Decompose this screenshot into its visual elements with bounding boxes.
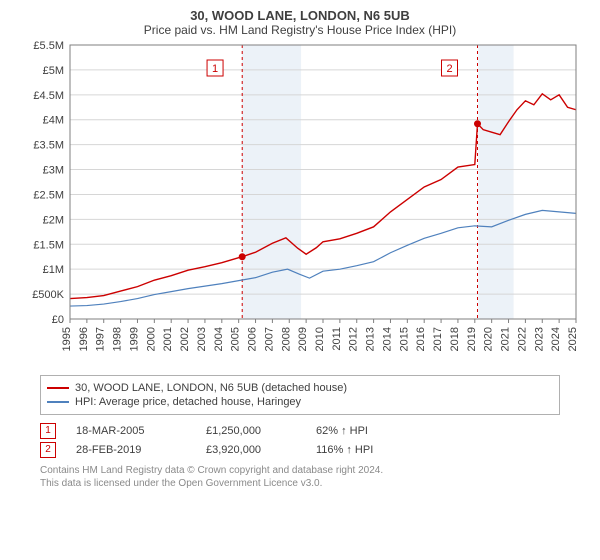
legend-label: HPI: Average price, detached house, Hari… <box>75 396 301 408</box>
svg-text:2009: 2009 <box>297 327 309 351</box>
svg-text:2021: 2021 <box>500 327 512 351</box>
legend-swatch <box>47 387 69 389</box>
svg-text:£2.5M: £2.5M <box>33 189 64 201</box>
sale-row: 1 18-MAR-2005£1,250,00062% ↑ HPI <box>40 423 560 439</box>
svg-text:2002: 2002 <box>179 327 191 351</box>
chart-area: £0 £500K £1M £1.5M £2M £2.5M £3M £3.5M £4M £4.5M £… <box>20 39 580 369</box>
svg-text:1997: 1997 <box>95 327 107 351</box>
sale-pct: 116% ↑ HPI <box>316 444 426 456</box>
svg-text:1995: 1995 <box>61 327 73 351</box>
svg-text:2017: 2017 <box>432 327 444 351</box>
sale-date: 28-FEB-2019 <box>76 444 206 456</box>
sale-price: £3,920,000 <box>206 444 316 456</box>
svg-text:1998: 1998 <box>112 327 124 351</box>
copyright-line: Contains HM Land Registry data © Crown c… <box>40 464 560 477</box>
sale-row: 2 28-FEB-2019£3,920,000116% ↑ HPI <box>40 442 560 458</box>
svg-text:2022: 2022 <box>516 327 528 351</box>
svg-text:£1M: £1M <box>43 264 64 276</box>
svg-text:2004: 2004 <box>213 327 225 351</box>
svg-text:2001: 2001 <box>162 327 174 351</box>
svg-text:2: 2 <box>446 63 452 75</box>
legend-swatch <box>47 401 69 403</box>
svg-text:£3.5M: £3.5M <box>33 140 64 152</box>
chart-svg: £0 £500K £1M £1.5M £2M £2.5M £3M £3.5M £4M £4.5M £… <box>20 39 580 369</box>
page-subtitle: Price paid vs. HM Land Registry's House … <box>10 23 590 37</box>
svg-text:£0: £0 <box>52 314 64 326</box>
svg-text:2013: 2013 <box>365 327 377 351</box>
svg-text:2003: 2003 <box>196 327 208 351</box>
svg-text:£2M: £2M <box>43 214 64 226</box>
svg-text:2010: 2010 <box>314 327 326 351</box>
sale-date: 18-MAR-2005 <box>76 425 206 437</box>
svg-text:2020: 2020 <box>483 327 495 351</box>
svg-text:2014: 2014 <box>381 327 393 351</box>
legend-label: 30, WOOD LANE, LONDON, N6 5UB (detached … <box>75 382 347 394</box>
sale-marker: 1 <box>40 423 56 439</box>
svg-text:2008: 2008 <box>280 327 292 351</box>
svg-text:£1.5M: £1.5M <box>33 239 64 251</box>
svg-text:2007: 2007 <box>263 327 275 351</box>
legend: 30, WOOD LANE, LONDON, N6 5UB (detached … <box>40 375 560 415</box>
svg-text:£5.5M: £5.5M <box>33 40 64 52</box>
sale-marker: 2 <box>40 442 56 458</box>
sale-price: £1,250,000 <box>206 425 316 437</box>
svg-text:2005: 2005 <box>230 327 242 351</box>
svg-text:1996: 1996 <box>78 327 90 351</box>
legend-item: HPI: Average price, detached house, Hari… <box>47 396 553 408</box>
svg-text:2019: 2019 <box>466 327 478 351</box>
copyright-line: This data is licensed under the Open Gov… <box>40 477 560 490</box>
svg-text:2023: 2023 <box>533 327 545 351</box>
svg-text:2018: 2018 <box>449 327 461 351</box>
svg-text:£4M: £4M <box>43 115 64 127</box>
copyright: Contains HM Land Registry data © Crown c… <box>40 464 560 490</box>
page-title: 30, WOOD LANE, LONDON, N6 5UB <box>10 8 590 23</box>
svg-text:2025: 2025 <box>567 327 579 351</box>
svg-text:£500K: £500K <box>32 289 64 301</box>
sale-pct: 62% ↑ HPI <box>316 425 426 437</box>
svg-text:2016: 2016 <box>415 327 427 351</box>
svg-text:£5M: £5M <box>43 65 64 77</box>
legend-item: 30, WOOD LANE, LONDON, N6 5UB (detached … <box>47 382 553 394</box>
svg-text:1999: 1999 <box>128 327 140 351</box>
svg-text:2015: 2015 <box>398 327 410 351</box>
svg-text:2011: 2011 <box>331 327 343 351</box>
svg-text:2024: 2024 <box>550 327 562 351</box>
svg-text:2006: 2006 <box>247 327 259 351</box>
svg-text:£3M: £3M <box>43 165 64 177</box>
chart-container: 30, WOOD LANE, LONDON, N6 5UB Price paid… <box>0 0 600 496</box>
svg-text:1: 1 <box>212 63 218 75</box>
sales-table: 1 18-MAR-2005£1,250,00062% ↑ HPI 2 28-FEB-2… <box>40 423 560 458</box>
svg-text:£4.5M: £4.5M <box>33 90 64 102</box>
svg-text:2000: 2000 <box>145 327 157 351</box>
svg-text:2012: 2012 <box>348 327 360 351</box>
